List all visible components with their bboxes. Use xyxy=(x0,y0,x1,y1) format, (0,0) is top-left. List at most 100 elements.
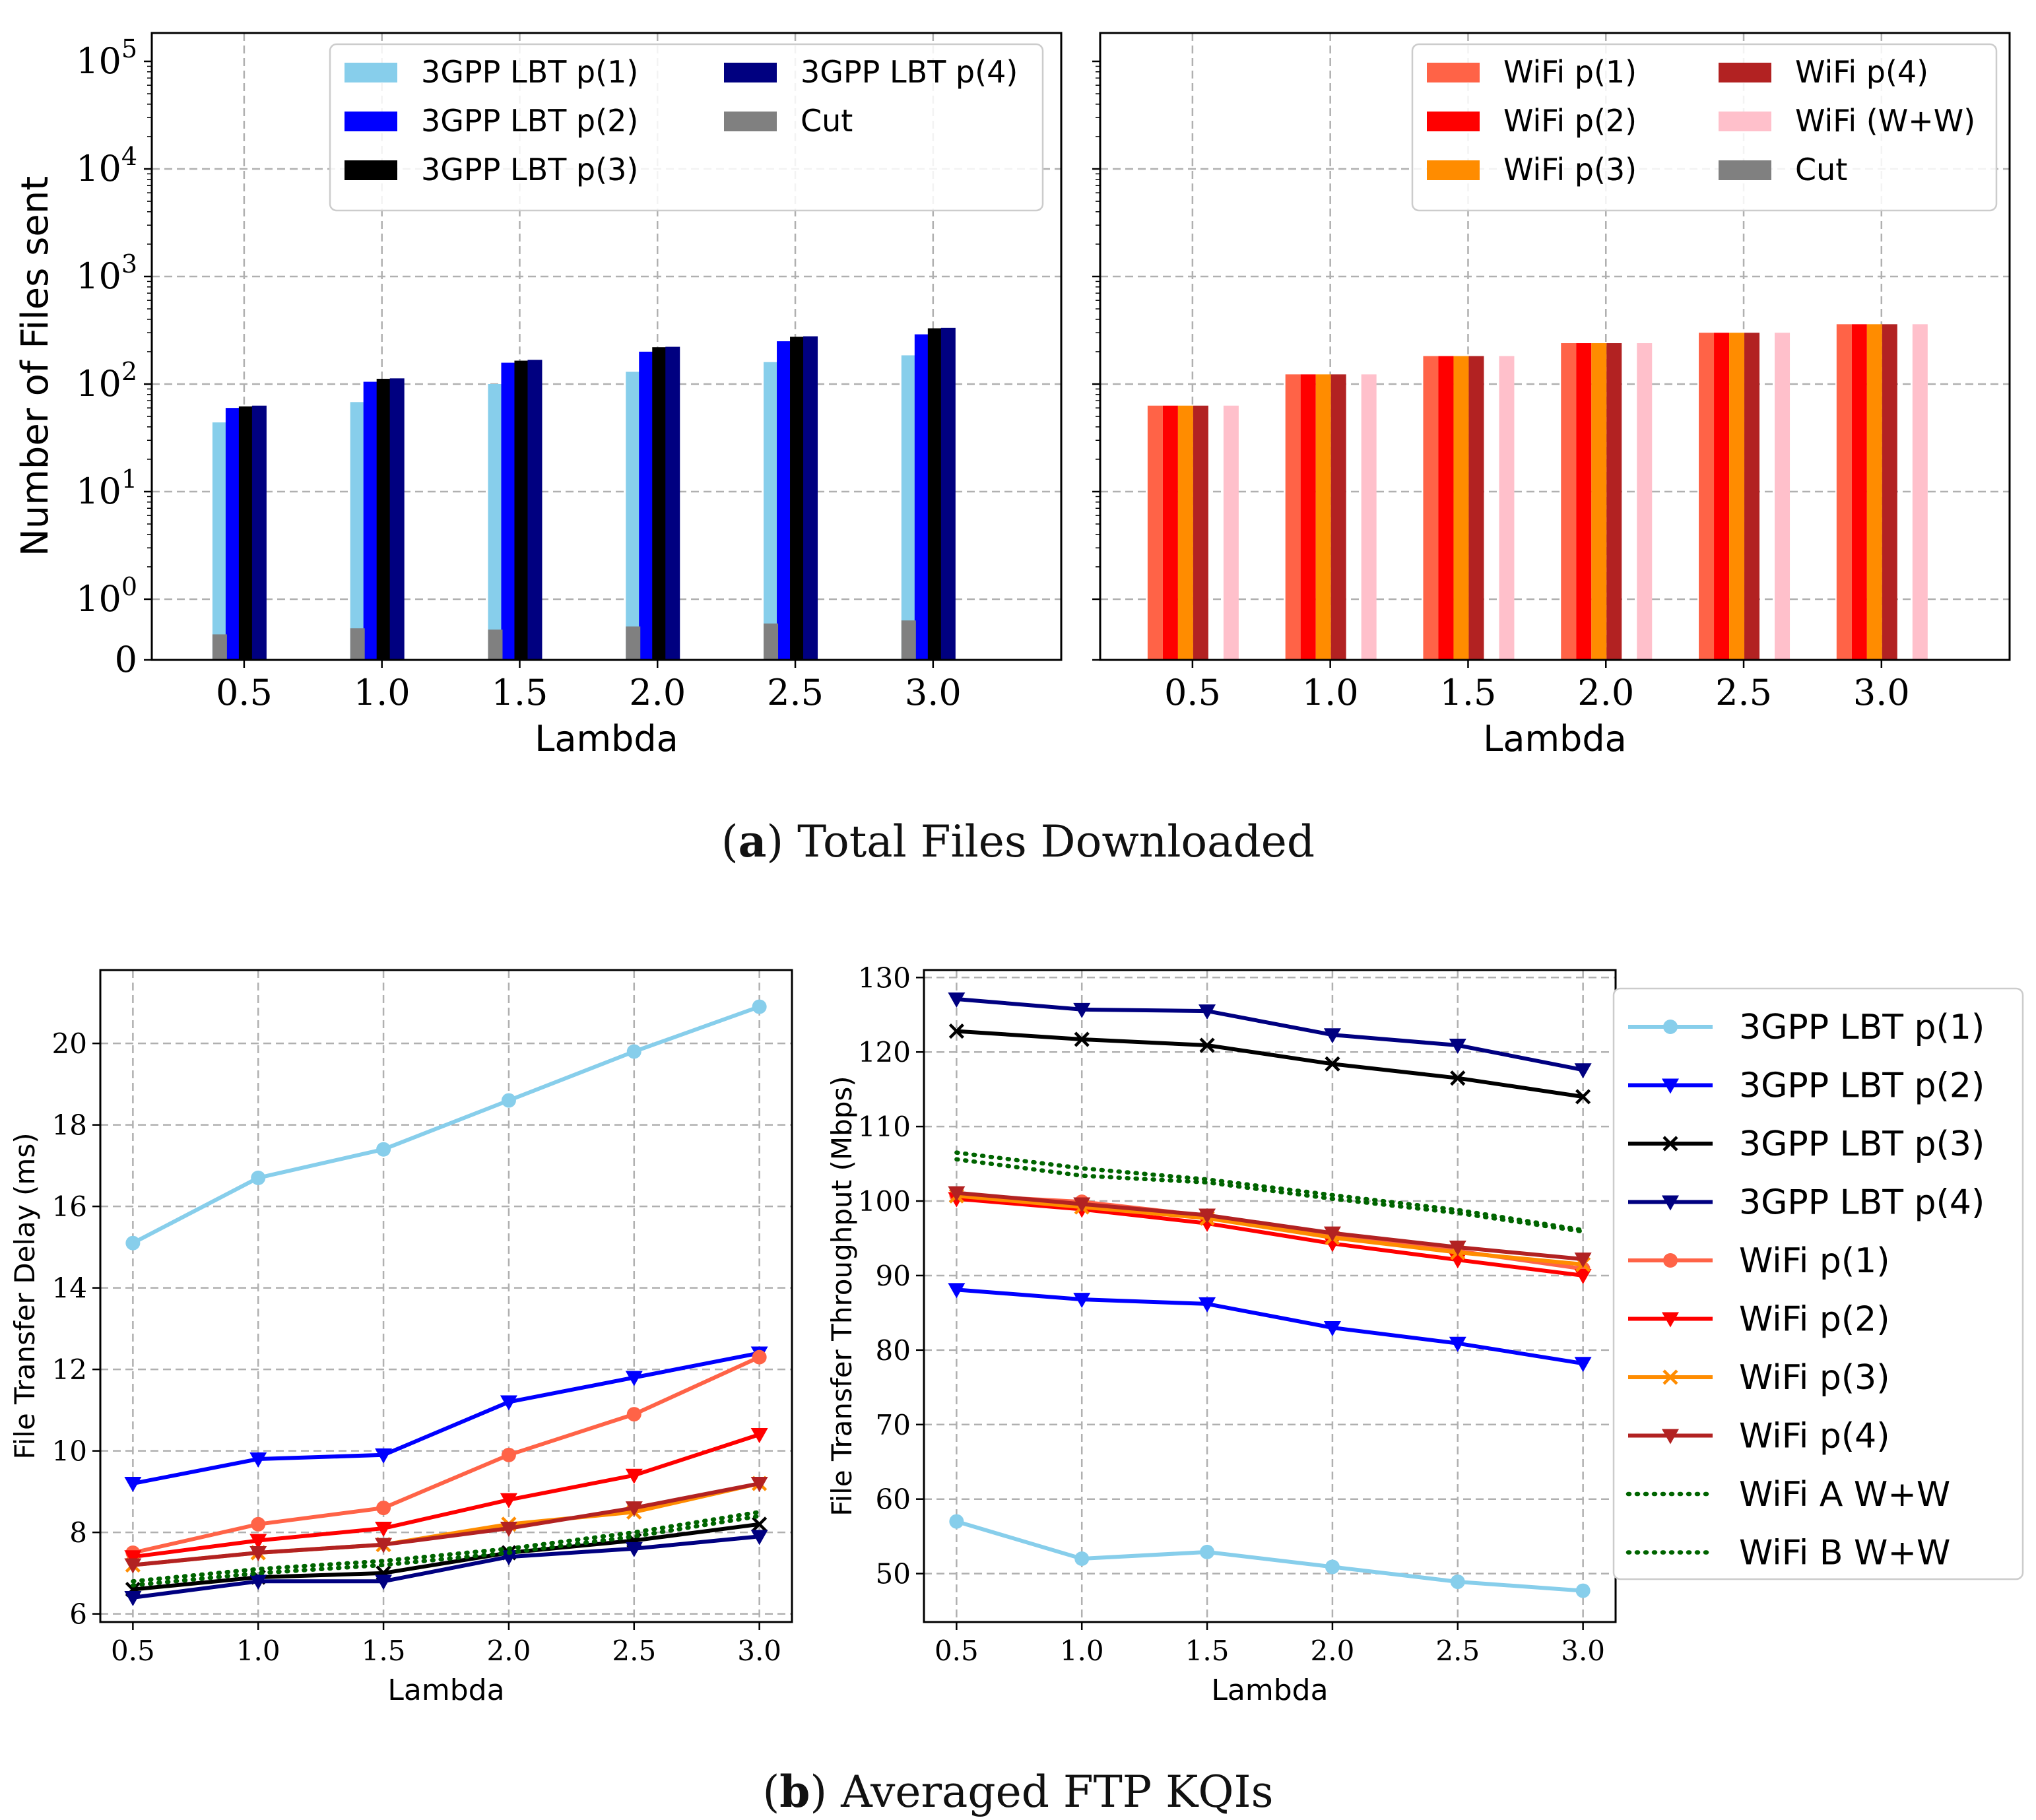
b-legend-label-wifi-b-w-w: WiFi B W+W xyxy=(1739,1534,1950,1573)
a-right-bar-wifi-p-3 xyxy=(1866,324,1882,660)
b-right-ytick-label: 110 xyxy=(858,1111,911,1143)
b-left-point-3gpp-lbt-p-2 xyxy=(500,1395,517,1411)
b-left-ytick-label: 12 xyxy=(52,1353,87,1386)
a-left-ytick-label: 100 xyxy=(76,572,137,620)
b-left-line-wifi-b-w-w xyxy=(131,1514,762,1588)
b-left-point-wifi-p-1 xyxy=(501,1447,516,1462)
a-right-bar-wifi-w-w xyxy=(1223,405,1239,660)
b-left-point-3gpp-lbt-p-1 xyxy=(376,1142,391,1157)
b-right-point-3gpp-lbt-p-3 xyxy=(1575,1089,1591,1105)
b-legend-label-3gpp-lbt-p-1: 3GPP LBT p(1) xyxy=(1739,1008,1985,1047)
a-left-bar-3gpp-lbt-p-4 xyxy=(527,360,542,660)
a-right-legend-label-wifi-p-1: WiFi p(1) xyxy=(1503,54,1637,90)
a-left-bar-cut xyxy=(488,630,503,660)
a-right-bar-wifi-p-3 xyxy=(1453,356,1469,660)
b-legend-label-wifi-p-4: WiFi p(4) xyxy=(1739,1417,1890,1456)
a-left-bar-3gpp-lbt-p-2 xyxy=(639,351,654,660)
b-right-point-3gpp-lbt-p-1 xyxy=(1200,1544,1215,1559)
b-right-point-3gpp-lbt-p-1 xyxy=(1074,1551,1090,1567)
b-legend-label-3gpp-lbt-p-3: 3GPP LBT p(3) xyxy=(1739,1124,1985,1164)
b-right-line-wifi-a-w-w xyxy=(954,1150,1585,1233)
b-right-point-wifi-p-4 xyxy=(948,1186,966,1202)
b-left-point-wifi-p-2 xyxy=(124,1550,142,1566)
a-right-bar-wifi-p-2 xyxy=(1300,374,1316,660)
b-right-point-3gpp-lbt-p-1 xyxy=(949,1514,964,1529)
a-right-bar-wifi-p-3 xyxy=(1177,405,1193,660)
b-right-point-3gpp-lbt-p-3 xyxy=(948,1023,964,1039)
b-right-point-wifi-p-4 xyxy=(1449,1241,1466,1256)
a-left-ytick-label: 104 xyxy=(76,142,137,189)
a-right-legend-swatch-wifi-p-4 xyxy=(1719,63,1771,82)
a-right-bar-wifi-p-3 xyxy=(1315,374,1331,660)
b-left-point-wifi-p-2 xyxy=(750,1427,768,1443)
b-right-point-wifi-p-4 xyxy=(1323,1226,1341,1242)
b-right-point-3gpp-lbt-p-4 xyxy=(1574,1063,1592,1079)
b-right-xtick-label: 3.0 xyxy=(1561,1635,1605,1667)
b-right-xtick-label: 2.0 xyxy=(1311,1635,1355,1667)
a-left-bar-3gpp-lbt-p-1 xyxy=(350,402,365,660)
a-right-legend-label-cut: Cut xyxy=(1795,152,1847,187)
a-right-xtick-label: 1.5 xyxy=(1440,672,1497,713)
a-left-bar-3gpp-lbt-p-4 xyxy=(940,327,956,660)
b-right-point-3gpp-lbt-p-4 xyxy=(1449,1039,1466,1055)
b-left-point-3gpp-lbt-p-4 xyxy=(750,1530,768,1545)
b-right-xtick-label: 1.5 xyxy=(1185,1635,1230,1667)
a-left-bar-3gpp-lbt-p-3 xyxy=(652,347,667,660)
a-right-bar-wifi-p-1 xyxy=(1836,324,1852,660)
b-left-point-wifi-p-4 xyxy=(750,1477,768,1493)
a-left-bar-3gpp-lbt-p-1 xyxy=(626,372,641,660)
a-right-bar-wifi-p-1 xyxy=(1285,374,1301,660)
a-left-legend xyxy=(329,43,1044,212)
b-legend-label-wifi-a-w-w: WiFi A W+W xyxy=(1739,1475,1950,1514)
a-left-xtick-label: 1.0 xyxy=(354,672,410,713)
b-left-axes-frame xyxy=(99,969,793,1623)
b-right-point-wifi-p-4 xyxy=(1073,1197,1091,1213)
a-left-legend-label-3gpp-lbt-p-3: 3GPP LBT p(3) xyxy=(421,152,638,187)
a-right-legend-swatch-wifi-p-3 xyxy=(1427,160,1480,180)
a-left-bar-3gpp-lbt-p-3 xyxy=(238,406,253,660)
a-right-bar-wifi-p-2 xyxy=(1851,324,1867,660)
a-right-bar-wifi-p-1 xyxy=(1423,356,1439,660)
a-left-bar-3gpp-lbt-p-4 xyxy=(803,336,818,660)
b-left-point-3gpp-lbt-p-1 xyxy=(501,1093,516,1108)
b-right-line-3gpp-lbt-p-2 xyxy=(956,1287,1584,1366)
b-right-point-3gpp-lbt-p-4 xyxy=(1323,1028,1341,1044)
a-left-bar-3gpp-lbt-p-4 xyxy=(251,405,267,660)
a-left-bar-3gpp-lbt-p-1 xyxy=(488,384,503,660)
b-right-line-3gpp-lbt-p-4 xyxy=(956,997,1584,1072)
a-left-bar-3gpp-lbt-p-1 xyxy=(901,355,916,660)
a-right-bar-wifi-p-4 xyxy=(1606,343,1622,660)
a-right-legend-label-wifi-w-w: WiFi (W+W) xyxy=(1795,103,1975,139)
b-left-point-3gpp-lbt-p-1 xyxy=(752,999,767,1014)
a-left-xlabel: Lambda xyxy=(535,718,678,760)
a-right-xtick-label: 2.0 xyxy=(1577,672,1634,713)
a-right-legend-label-wifi-p-4: WiFi p(4) xyxy=(1795,54,1928,90)
b-left-line-wifi-a-w-w xyxy=(131,1510,762,1584)
b-right-point-3gpp-lbt-p-2 xyxy=(1073,1293,1091,1309)
b-right-point-3gpp-lbt-p-2 xyxy=(1449,1336,1466,1352)
a-left-bar-3gpp-lbt-p-4 xyxy=(389,378,405,660)
a-left-xtick-label: 3.0 xyxy=(905,672,962,713)
b-right-point-3gpp-lbt-p-2 xyxy=(1323,1320,1341,1336)
b-right-ytick-label: 120 xyxy=(858,1036,911,1068)
b-left-point-3gpp-lbt-p-4 xyxy=(625,1542,643,1557)
b-right-point-wifi-p-4 xyxy=(1574,1252,1592,1268)
a-right-legend-swatch-wifi-p-1 xyxy=(1427,63,1480,82)
b-right-ytick-label: 70 xyxy=(876,1409,911,1441)
a-left-bar-cut xyxy=(764,623,779,660)
b-left-point-wifi-p-1 xyxy=(251,1516,266,1532)
b-left-ytick-label: 8 xyxy=(69,1516,87,1549)
b-left-point-3gpp-lbt-p-3 xyxy=(752,1516,768,1532)
a-right-xtick-label: 0.5 xyxy=(1164,672,1221,713)
a-left-xtick-label: 2.5 xyxy=(767,672,824,713)
a-left-xtick-label: 1.5 xyxy=(492,672,548,713)
b-left-point-3gpp-lbt-p-4 xyxy=(249,1575,267,1590)
b-legend-marker-wifi-p-3 xyxy=(1662,1369,1678,1385)
a-left-bar-3gpp-lbt-p-1 xyxy=(212,422,227,660)
b-left-line-3gpp-lbt-p-4 xyxy=(133,1534,760,1600)
a-right-bar-wifi-w-w xyxy=(1499,356,1515,660)
b-left-point-wifi-p-2 xyxy=(249,1534,267,1549)
b-left-point-3gpp-lbt-p-2 xyxy=(124,1477,142,1493)
a-right-legend-swatch-wifi-p-2 xyxy=(1427,112,1480,131)
